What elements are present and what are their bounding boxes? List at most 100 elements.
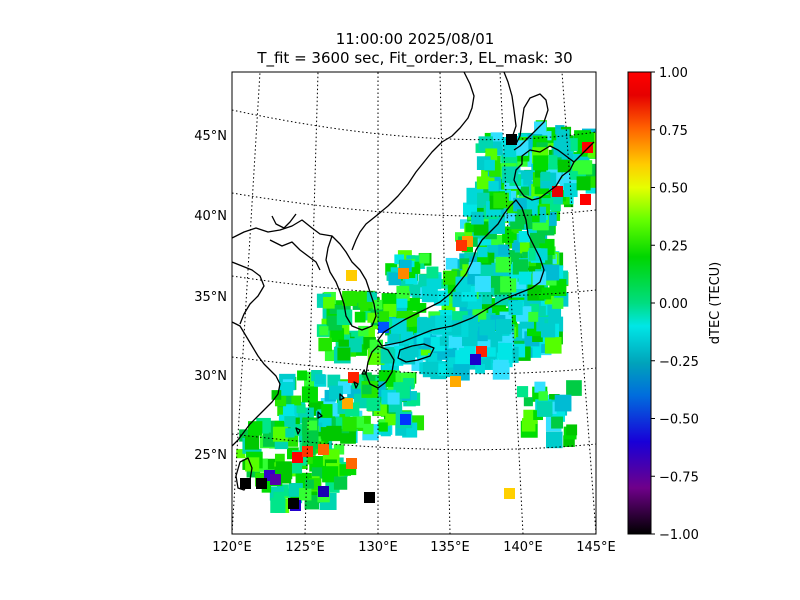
dtec-patch (503, 144, 517, 158)
latitude-gridline (232, 192, 596, 217)
dtec-patch (484, 159, 495, 171)
dtec-patch (318, 444, 329, 455)
dtec-patch (388, 272, 402, 286)
dtec-patch (354, 311, 366, 323)
dtec-patch (535, 305, 546, 317)
dtec-patch (534, 381, 546, 393)
dtec-patch (339, 464, 351, 476)
lon-tick-label: 140°E (503, 540, 543, 555)
dtec-patch (367, 312, 378, 323)
dtec-patch (512, 240, 522, 251)
dtec-patch (495, 256, 512, 273)
dtec-patch (400, 414, 411, 425)
dtec-patch (327, 374, 341, 388)
dtec-patch (585, 176, 596, 188)
dtec-patch (561, 152, 573, 165)
dtec-patch (541, 171, 551, 181)
dtec-patch (479, 319, 496, 336)
dtec-patch (288, 498, 299, 509)
dtec-patch (395, 348, 406, 359)
dtec-patch (419, 253, 430, 264)
dtec-patch (389, 333, 400, 344)
dtec-patch (342, 416, 357, 432)
dtec-patch (421, 286, 438, 303)
dtec-patch (475, 364, 485, 374)
lon-tick-label: 120°E (212, 540, 252, 555)
dtec-patch (337, 347, 351, 361)
dtec-patch (385, 413, 398, 426)
dtec-patch (274, 453, 285, 464)
dtec-patch (536, 401, 553, 417)
dtec-patch (505, 239, 515, 249)
dtec-patch (387, 383, 399, 395)
dtec-patch (439, 336, 450, 346)
dtec-patch (577, 160, 593, 175)
dtec-patch (485, 148, 498, 161)
dtec-patch (324, 349, 337, 362)
dtec-patch (416, 302, 427, 313)
dtec-patch (539, 287, 552, 300)
dtec-patch (292, 463, 303, 474)
dtec-patch (271, 390, 282, 400)
dtec-patch (545, 431, 563, 449)
dtec-patch (435, 315, 452, 332)
dtec-patch (483, 331, 494, 342)
dtec-patch (427, 353, 438, 363)
lon-tick-label: 130°E (358, 540, 398, 555)
colorbar-tick-label: 0.75 (659, 124, 688, 139)
dtec-patch (380, 348, 396, 364)
dtec-patch (270, 497, 286, 513)
dtec-patch (304, 479, 314, 489)
dtec-observation-patches (236, 120, 596, 513)
dtec-patch (292, 452, 303, 463)
lat-tick-label: 45°N (194, 129, 227, 144)
dtec-patch (551, 416, 564, 429)
dtec-patch (270, 474, 281, 485)
dtec-patch (562, 168, 575, 181)
lat-tick-label: 25°N (194, 448, 227, 463)
latitude-gridline (232, 109, 596, 141)
lat-tick-label: 40°N (194, 209, 227, 224)
dtec-patch (459, 258, 471, 269)
dtec-patch (434, 363, 447, 376)
dtec-patch (387, 392, 400, 405)
dtec-patch (582, 142, 593, 153)
dtec-patch (284, 416, 296, 428)
dtec-patch (328, 385, 343, 400)
dtec-patch (462, 236, 473, 247)
dtec-patch (423, 337, 435, 349)
dtec-patch (537, 332, 550, 344)
dtec-patch (282, 404, 295, 416)
dtec-patch (363, 423, 374, 435)
colorbar-tick-label: 0.50 (659, 182, 688, 197)
dtec-patch (479, 358, 491, 370)
dtec-patch (455, 276, 471, 292)
dtec-patch (532, 331, 543, 343)
dtec-patch (552, 186, 563, 197)
dtec-patch (516, 386, 529, 398)
dtec-patch (314, 374, 325, 384)
dtec-patch (500, 276, 517, 293)
coastlines (232, 72, 595, 491)
dtec-patch (287, 435, 299, 447)
dtec-patch (277, 404, 289, 416)
dtec-patch (474, 275, 491, 293)
dtec-patch (551, 201, 561, 212)
dtec-patch (335, 417, 348, 429)
dtec-patch (498, 342, 513, 357)
dtec-patch (347, 338, 362, 353)
dtec-patch (486, 341, 498, 353)
dtec-patch (338, 339, 349, 351)
dtec-patch (442, 270, 458, 285)
dtec-patch (358, 325, 369, 337)
dtec-patch (318, 337, 332, 352)
colorbar-tick-label: 0.00 (659, 297, 688, 312)
dtec-patch (512, 259, 529, 275)
longitude-gridline (304, 72, 319, 534)
dtec-patch (533, 155, 549, 171)
dtec-patch (348, 372, 359, 383)
dtec-patch (566, 380, 582, 396)
latitude-tick-labels: 25°N 30°N 35°N 40°N 45°N (194, 129, 227, 463)
dtec-patch (301, 386, 318, 403)
dtec-patch (274, 420, 285, 431)
